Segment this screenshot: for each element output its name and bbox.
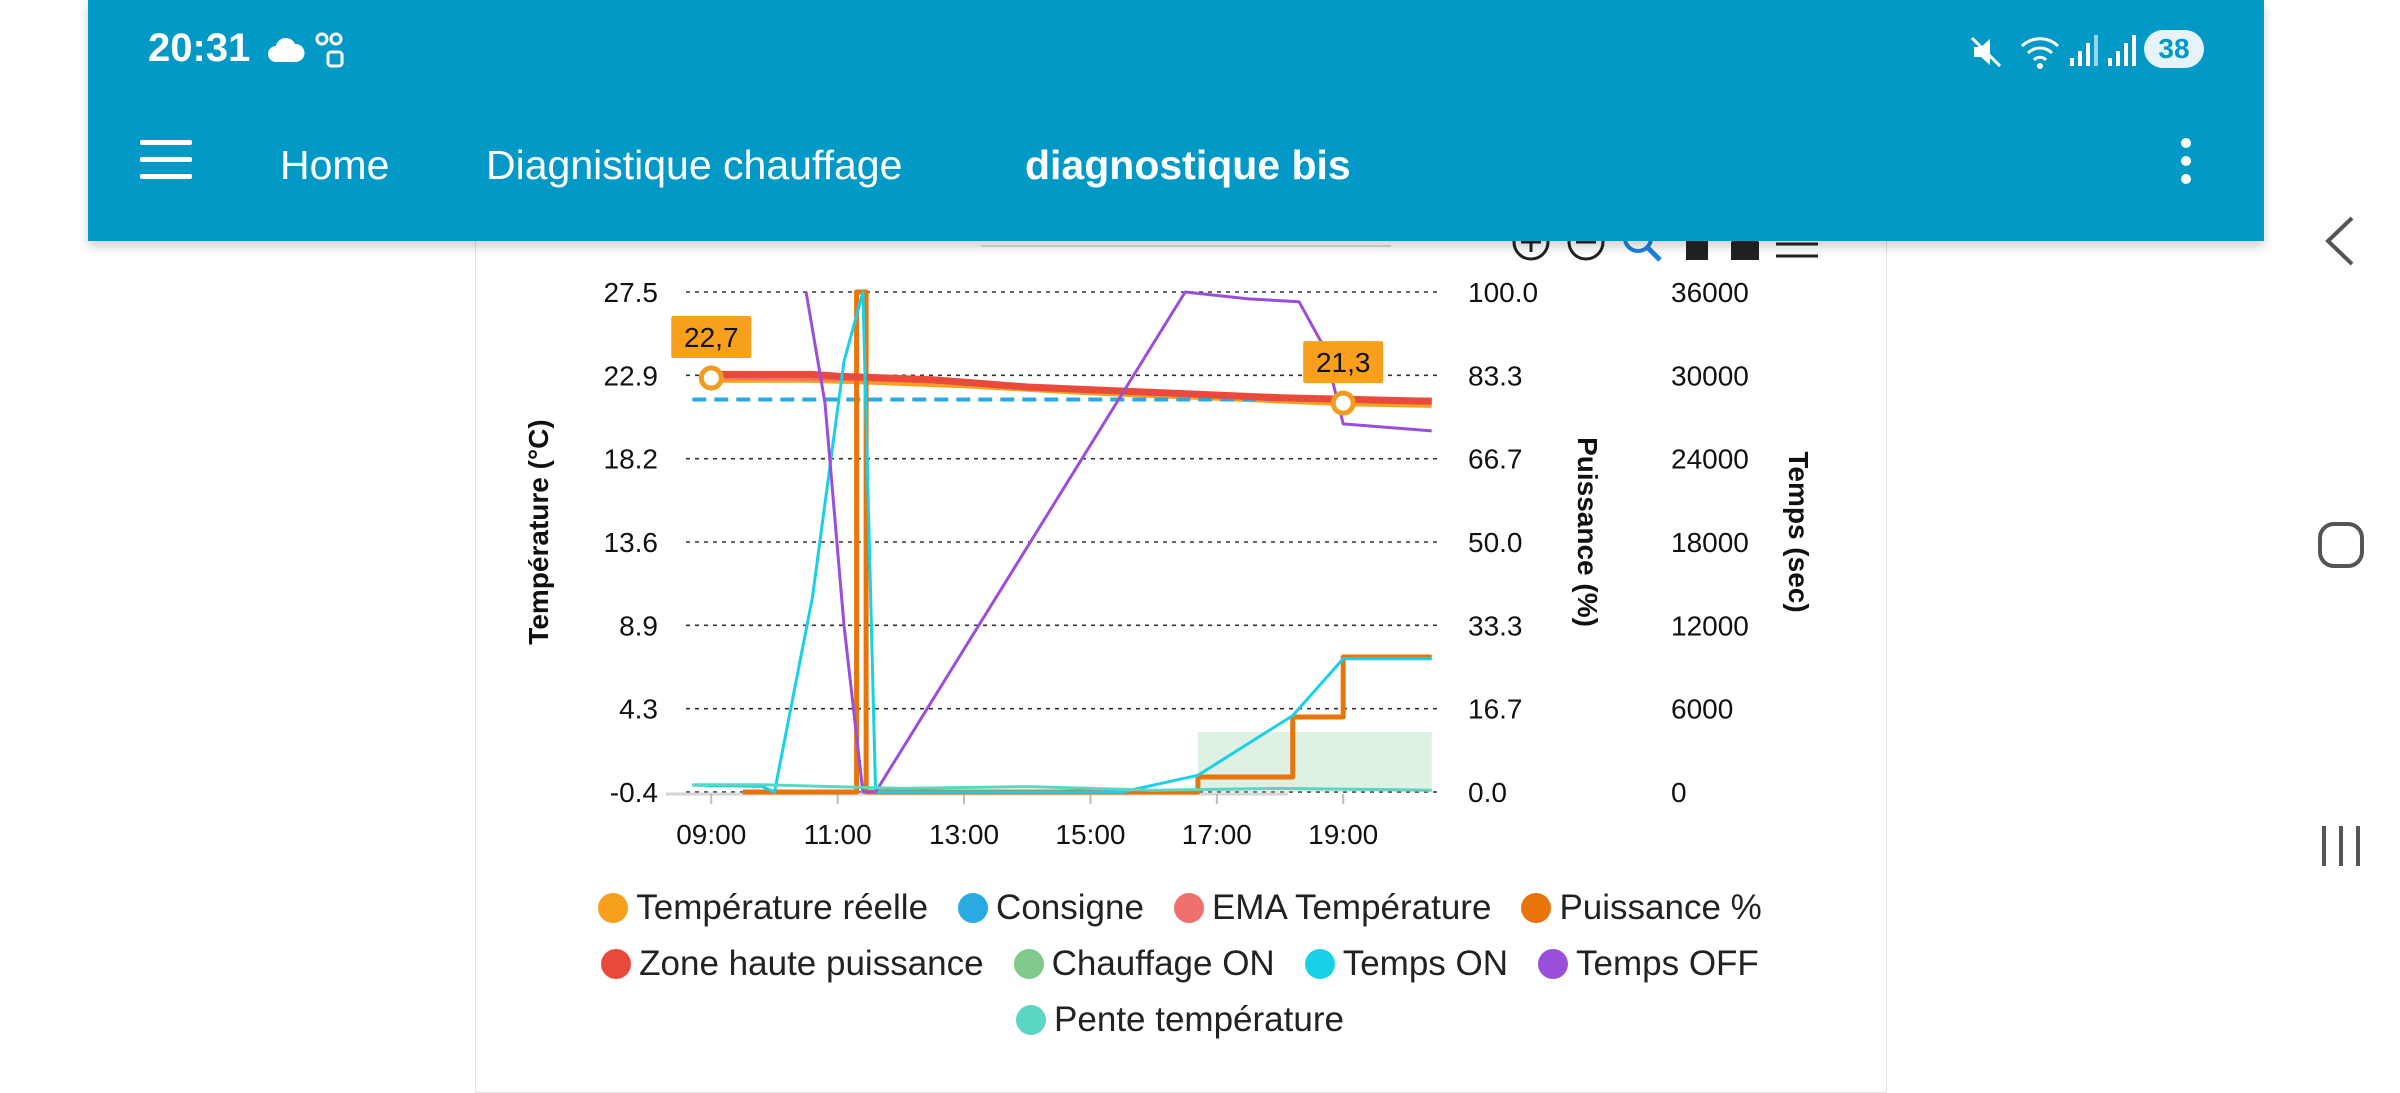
legend-row: Zone haute puissance Chauffage ON Temps … xyxy=(520,944,1840,984)
y-axis-right2-label: Temps (sec) xyxy=(1783,451,1814,612)
x-tick-label: 11:00 xyxy=(804,819,872,850)
cloud-icon xyxy=(268,37,305,62)
legend-label: Temps ON xyxy=(1342,944,1509,983)
home-icon[interactable] xyxy=(2316,520,2366,570)
annotation-box xyxy=(671,316,752,359)
legend-dot xyxy=(1521,893,1552,923)
legend-dot xyxy=(1013,949,1044,979)
legend-label: EMA Température xyxy=(1211,888,1492,927)
y-tick-left: 27.5 xyxy=(604,277,659,308)
y-tick-right1: 0.0 xyxy=(1468,777,1507,808)
legend-chauffage-on[interactable]: Chauffage ON xyxy=(1013,944,1275,984)
series-temps-on xyxy=(692,290,1432,794)
tab-home[interactable]: Home xyxy=(280,142,390,188)
y-axis-right1-label: Puissance (%) xyxy=(1572,437,1603,627)
annotation-layer: 22,7 21,3 xyxy=(671,316,1384,416)
legend-zone-haute-puissance[interactable]: Zone haute puissance xyxy=(601,944,984,984)
legend-temperature-reelle[interactable]: Température réelle xyxy=(598,888,928,928)
tab-diagnostique-bis[interactable]: diagnostique bis xyxy=(1025,142,1351,188)
legend-temps-on[interactable]: Temps ON xyxy=(1304,944,1509,984)
app-bar: 20:31 38 Home Diagnistique chauffage dia… xyxy=(88,0,2264,241)
y-tick-right2: 18000 xyxy=(1671,527,1749,558)
tick-layer: 27.5 100.0 36000 22.9 83.3 30000 18.2 66.7 24000… xyxy=(604,277,1749,850)
x-tick-label: 13:00 xyxy=(929,819,999,850)
legend-row: Température réelle Consigne EMA Températ… xyxy=(520,888,1840,928)
annotation-marker xyxy=(1330,390,1356,416)
legend-dot xyxy=(1173,893,1204,923)
annotation-box xyxy=(1303,341,1384,384)
legend-dot xyxy=(601,949,632,979)
annotation-marker xyxy=(698,365,724,391)
y-tick-right1: 66.7 xyxy=(1468,444,1523,475)
legend-label: Temps OFF xyxy=(1576,944,1759,983)
y-tick-left: 8.9 xyxy=(619,610,658,641)
x-tick-label: 09:00 xyxy=(676,819,746,850)
y-tick-right2: 24000 xyxy=(1671,444,1749,475)
legend-dot xyxy=(958,893,989,923)
y-tick-left: 18.2 xyxy=(604,444,659,475)
recents-icon[interactable] xyxy=(2316,822,2366,870)
series-zone-haute-puissance xyxy=(705,370,1432,405)
back-icon[interactable] xyxy=(2320,214,2360,268)
mute-icon xyxy=(1970,36,2002,68)
zoom-out-icon[interactable] xyxy=(1567,232,1605,261)
series-pente-temperature xyxy=(692,783,1432,792)
legend-label: Zone haute puissance xyxy=(639,944,984,983)
y-tick-left: -0.4 xyxy=(610,777,658,808)
legend-consigne[interactable]: Consigne xyxy=(958,888,1144,928)
legend-dot xyxy=(1016,1005,1047,1035)
line-chart: 27.5 100.0 36000 22.9 83.3 30000 18.2 66.7 24000… xyxy=(523,232,1818,850)
legend-label: Température réelle xyxy=(636,888,929,927)
legend-ema-temperature[interactable]: EMA Température xyxy=(1173,888,1492,928)
y-axis-left-label: Température (°C) xyxy=(523,419,554,644)
y-tick-right1: 33.3 xyxy=(1468,610,1523,641)
chart-card: 27.5 100.0 36000 22.9 83.3 30000 18.2 66.7 24000… xyxy=(475,232,1887,1093)
y-tick-right1: 16.7 xyxy=(1468,694,1523,725)
y-tick-right2: 12000 xyxy=(1671,610,1749,641)
legend-dot xyxy=(1304,949,1335,979)
tab-diagnistique-chauffage[interactable]: Diagnistique chauffage xyxy=(486,142,903,188)
legend-label: Consigne xyxy=(996,888,1144,927)
chart-legend: Température réelle Consigne EMA Températ… xyxy=(520,888,1840,1056)
legend-dot xyxy=(598,893,629,923)
area-chauffage-on xyxy=(1197,732,1432,792)
x-tick-label: 17:00 xyxy=(1182,819,1252,850)
annotation-label: 21,3 xyxy=(1316,347,1371,378)
annotation-label: 22,7 xyxy=(684,322,739,353)
y-tick-left: 13.6 xyxy=(604,527,659,558)
x-tick-label: 19:00 xyxy=(1308,819,1378,850)
y-tick-right2: 36000 xyxy=(1671,277,1749,308)
legend-label: Chauffage ON xyxy=(1051,944,1275,983)
y-tick-right2: 0 xyxy=(1671,777,1687,808)
hamburger-icon[interactable] xyxy=(140,140,192,184)
y-tick-right1: 100.0 xyxy=(1468,277,1538,308)
voicemail-icon xyxy=(315,32,344,68)
legend-puissance[interactable]: Puissance % xyxy=(1521,888,1762,928)
wifi-icon xyxy=(2020,37,2060,69)
x-tick-label: 15:00 xyxy=(1055,819,1125,850)
y-tick-left: 22.9 xyxy=(604,360,659,391)
y-tick-right1: 50.0 xyxy=(1468,527,1523,558)
status-time: 20:31 xyxy=(148,26,251,70)
y-tick-right2: 6000 xyxy=(1671,694,1733,725)
legend-dot xyxy=(1538,949,1569,979)
y-tick-right1: 83.3 xyxy=(1468,360,1523,391)
vertical-dots-icon[interactable] xyxy=(2178,138,2194,190)
legend-pente-temperature[interactable]: Pente température xyxy=(1016,1000,1344,1040)
battery-indicator: 38 xyxy=(2144,30,2204,68)
legend-row: Pente température xyxy=(520,1000,1840,1040)
legend-label: Pente température xyxy=(1054,1000,1344,1039)
y-tick-left: 4.3 xyxy=(619,694,658,725)
legend-label: Puissance % xyxy=(1559,888,1762,927)
y-tick-right2: 30000 xyxy=(1671,360,1749,391)
menu-icon[interactable] xyxy=(1776,242,1818,258)
signal-icon xyxy=(2070,35,2098,66)
legend-temps-off[interactable]: Temps OFF xyxy=(1538,944,1759,984)
signal-icon xyxy=(2108,35,2136,66)
area-layer xyxy=(1197,732,1432,792)
